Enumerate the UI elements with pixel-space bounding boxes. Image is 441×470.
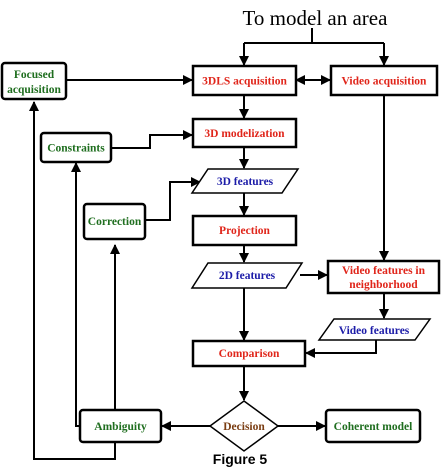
node-decision: Decision <box>208 400 280 452</box>
node-projection: Projection <box>191 214 298 247</box>
node-3d-features: 3D features <box>190 168 300 194</box>
arrow-ambiguity-to-constraints <box>71 162 81 427</box>
constraints-label: Constraints <box>47 143 105 155</box>
ambiguity-label: Ambiguity <box>94 421 147 433</box>
3dls-acquisition-label: 3DLS acquisition <box>202 76 287 88</box>
coherent-model-label: Coherent model <box>334 421 413 433</box>
modelization-label: 3D modelization <box>204 128 285 140</box>
node-comparison: Comparison <box>191 339 307 368</box>
video-acquisition-label: Video acquisition <box>342 76 427 88</box>
projection-label: Projection <box>219 225 270 237</box>
connectors <box>29 28 389 460</box>
arrow-ambiguity-to-focused <box>29 101 116 460</box>
2d-features-label: 2D features <box>219 270 276 282</box>
decision-label: Decision <box>223 421 265 433</box>
neighborhood-line2: neighborhood <box>349 279 418 291</box>
node-constraints: Constraints <box>39 131 113 164</box>
node-ambiguity: Ambiguity <box>78 408 163 444</box>
node-video-features-neighborhood: Video features in neighborhood <box>326 259 441 295</box>
node-3dls-acquisition: 3DLS acquisition <box>191 64 298 97</box>
arrow-videofeatures-to-comparison <box>305 340 377 358</box>
focused-acquisition-line1: Focused <box>14 69 55 81</box>
arrow-constraints-to-modelization <box>111 130 193 149</box>
node-video-features: Video features <box>317 318 432 341</box>
diagram-title: To model an area <box>243 6 389 30</box>
focused-acquisition-line2: acquisition <box>7 84 61 96</box>
node-3d-modelization: 3D modelization <box>191 117 298 149</box>
node-coherent-model: Coherent model <box>324 408 422 444</box>
3d-features-label: 3D features <box>217 176 274 188</box>
node-2d-features: 2D features <box>190 262 304 289</box>
figure-caption: Figure 5 <box>213 451 268 467</box>
neighborhood-line1: Video features in <box>342 265 426 277</box>
correction-label: Correction <box>88 216 142 228</box>
node-focused-acquisition: Focused acquisition <box>0 61 68 101</box>
arrow-correction-to-3dfeatures <box>145 177 201 221</box>
node-correction: Correction <box>82 202 147 241</box>
video-features-label: Video features <box>339 325 410 337</box>
comparison-label: Comparison <box>219 348 280 360</box>
node-video-acquisition: Video acquisition <box>329 64 439 97</box>
